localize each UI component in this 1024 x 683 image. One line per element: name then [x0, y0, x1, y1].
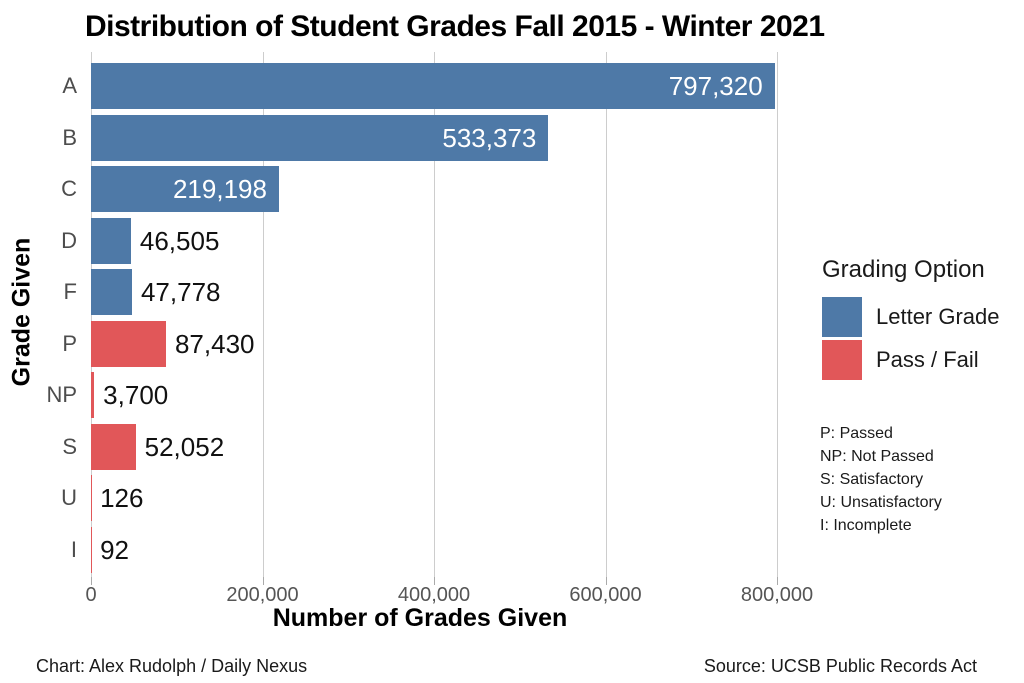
- bar-value-label: 46,505: [139, 225, 220, 256]
- legend-item-label: Letter Grade: [876, 304, 1000, 329]
- x-axis-tick: [605, 577, 607, 585]
- x-axis-tick: [777, 577, 778, 585]
- bar-value-label: 126: [100, 483, 144, 513]
- bar-b: [91, 114, 549, 161]
- bar-value-label: 47,778: [140, 277, 221, 307]
- y-category-label: P: [62, 330, 77, 356]
- gridline: [434, 52, 435, 577]
- bar-a: [91, 63, 775, 109]
- x-axis-title: Number of Grades Given: [272, 604, 568, 632]
- bar-d: [91, 217, 131, 264]
- gridline: [777, 52, 778, 577]
- note-line: S: Satisfactory: [820, 471, 924, 488]
- gridline: [605, 52, 607, 577]
- grade-code-notes: P: Passed NP: Not Passed S: Satisfactory U:…: [820, 422, 942, 537]
- note-line: P: Passed: [820, 425, 893, 442]
- bar-value-label: 219,198: [172, 174, 267, 204]
- bar-f: [91, 269, 132, 315]
- footer-credit: Chart: Alex Rudolph / Daily Nexus: [36, 656, 308, 676]
- bar-s: [91, 423, 136, 470]
- y-category-label: A: [62, 73, 77, 98]
- y-category-label: S: [62, 433, 77, 459]
- x-axis-tick: [91, 577, 92, 585]
- legend-item: Pass / Fail: [822, 340, 1000, 380]
- legend-swatch: [822, 340, 862, 380]
- bar-value-label: 797,320: [668, 71, 763, 101]
- bar-value-label: 87,430: [174, 328, 255, 359]
- x-axis-tick-label: 0: [85, 584, 97, 606]
- chart-title: Distribution of Student Grades Fall 2015…: [85, 10, 825, 43]
- legend-swatch: [822, 297, 862, 337]
- legend-item-label: Pass / Fail: [876, 347, 979, 372]
- y-category-label: F: [63, 279, 77, 304]
- x-axis-tick: [434, 577, 435, 585]
- y-category-label: B: [62, 124, 77, 150]
- footer-source: Source: UCSB Public Records Act: [703, 656, 977, 676]
- x-axis-tick-label: 200,000: [226, 584, 299, 606]
- legend: Grading Option Letter Grade Pass / Fail: [822, 256, 1000, 383]
- x-axis-tick-label: 800,000: [740, 584, 814, 606]
- bar-value-label: 3,700: [103, 380, 169, 410]
- x-axis-tick-label: 600,000: [569, 584, 642, 606]
- note-line: U: Unsatisfactory: [820, 494, 942, 511]
- note-line: NP: Not Passed: [820, 448, 934, 465]
- bar-value-label: 533,373: [442, 122, 537, 153]
- bar-value-label: 52,052: [144, 431, 225, 462]
- y-category-label: D: [61, 227, 77, 253]
- x-axis-tick-label: 400,000: [397, 584, 471, 606]
- bar-value-label: 92: [100, 534, 129, 565]
- bar-p: [91, 320, 166, 367]
- legend-title: Grading Option: [822, 256, 985, 283]
- gridline: [262, 52, 264, 577]
- y-axis-title: Grade Given: [7, 237, 36, 387]
- legend-items: Letter Grade Pass / Fail: [822, 297, 1000, 380]
- bar-np: [91, 372, 95, 418]
- bar-c: [91, 166, 279, 212]
- note-line: I: Incomplete: [820, 517, 912, 534]
- y-category-label: U: [61, 485, 77, 510]
- y-category-label: NP: [46, 382, 77, 407]
- x-axis-tick: [262, 577, 264, 585]
- legend-item: Letter Grade: [822, 297, 1000, 337]
- y-category-label: C: [61, 176, 77, 201]
- y-category-label: I: [70, 536, 77, 562]
